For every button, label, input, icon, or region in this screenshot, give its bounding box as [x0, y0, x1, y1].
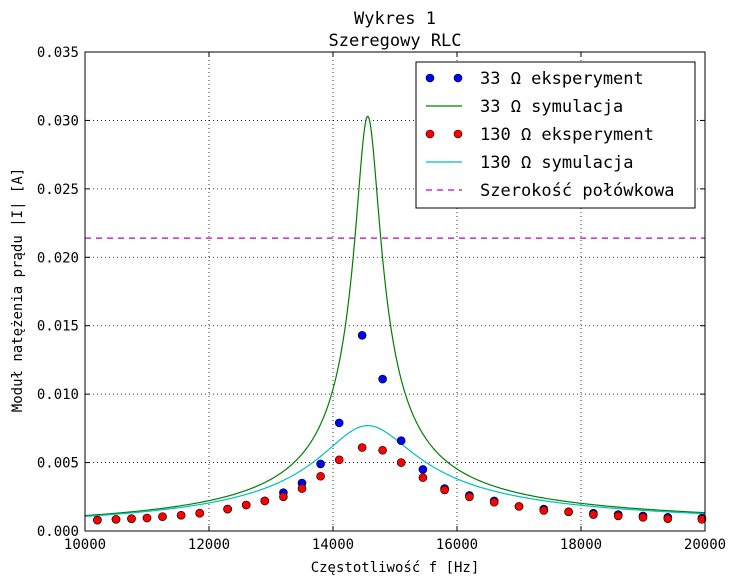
exp-130-point — [158, 512, 167, 521]
exp-130-point — [223, 504, 232, 514]
legend-marker — [453, 129, 463, 139]
sim-130-line — [84, 425, 706, 518]
legend: 33 Ω eksperyment 33 Ω symulacja 130 Ω eksp… — [415, 61, 696, 209]
axes-frame — [84, 51, 706, 532]
exp-130-point — [697, 515, 707, 524]
exp-130-point — [564, 507, 573, 517]
exp-130-point — [142, 513, 152, 523]
x-tick-label: 14000 — [312, 537, 354, 553]
y-tick-label: 0.020 — [37, 250, 79, 266]
exp-130-point — [279, 492, 288, 502]
exp-33-point — [396, 436, 406, 445]
legend-box — [415, 61, 696, 209]
legend-label: 33 Ω eksperyment — [480, 69, 644, 89]
exp-130-point — [638, 513, 648, 522]
exp-130-point — [297, 484, 307, 493]
exp-130-point — [334, 455, 344, 465]
exp-33-point — [418, 465, 428, 474]
x-tick-label: 16000 — [436, 537, 478, 553]
exp-130-point — [378, 445, 387, 455]
exp-130-point — [195, 508, 204, 518]
exp-33-point — [334, 418, 344, 428]
x-tick-label: 18000 — [560, 537, 602, 553]
exp-130-point — [613, 511, 623, 521]
y-axis-label: Moduł natężenia prądu |I| [A] — [10, 168, 26, 412]
exp-130-point — [111, 515, 121, 524]
legend-label: 33 Ω symulacja — [480, 97, 623, 117]
y-tick-label: 0.010 — [37, 387, 79, 403]
exp-130-point — [396, 458, 406, 467]
y-tick-label: 0.035 — [37, 45, 79, 61]
y-tick-label: 0.025 — [37, 182, 79, 198]
exp-130-point — [357, 443, 367, 452]
y-tick-label: 0.005 — [37, 456, 79, 472]
legend-label: Szerokość połówkowa — [480, 181, 674, 201]
y-tick-label: 0.000 — [37, 524, 79, 540]
exp-130-point — [489, 497, 499, 507]
exp-130-point — [440, 485, 449, 495]
exp-130-point — [93, 515, 102, 525]
exp-130-point — [176, 510, 186, 520]
exp-130-point — [514, 502, 524, 511]
legend-marker — [453, 73, 463, 83]
exp-130-point — [316, 471, 325, 481]
legend-label: 130 Ω eksperyment — [480, 125, 654, 145]
exp-130-point — [127, 514, 136, 523]
exp-33-point — [357, 330, 367, 340]
legend-label: 130 Ω symulacja — [480, 153, 634, 173]
exp-130-point — [465, 492, 474, 502]
chart-title: Wykres 1 — [354, 9, 436, 29]
exp-130-point — [663, 514, 673, 523]
sim-33-line — [84, 115, 706, 517]
exp-130-point — [260, 496, 270, 506]
exp-130-point — [539, 506, 549, 515]
x-tick-label: 10000 — [64, 537, 106, 553]
chart-subtitle: Szeregowy RLC — [328, 31, 461, 51]
exp-33-point — [378, 374, 387, 384]
x-tick-label: 20000 — [684, 537, 726, 553]
plot-area — [84, 115, 707, 525]
x-axis-label: Częstotliwość f [Hz] — [311, 560, 480, 576]
exp-130-point — [418, 473, 428, 482]
exp-130-point — [589, 510, 598, 519]
legend-marker — [425, 73, 435, 83]
exp-130-point — [241, 500, 251, 510]
y-tick-label: 0.030 — [37, 113, 79, 129]
legend-marker — [425, 129, 435, 139]
x-tick-label: 12000 — [188, 537, 230, 553]
axis-ticks: 10000 12000 14000 16000 18000 20000 0.000 0.005… — [37, 45, 726, 553]
y-tick-label: 0.015 — [37, 319, 79, 335]
exp-33-point — [316, 459, 325, 469]
